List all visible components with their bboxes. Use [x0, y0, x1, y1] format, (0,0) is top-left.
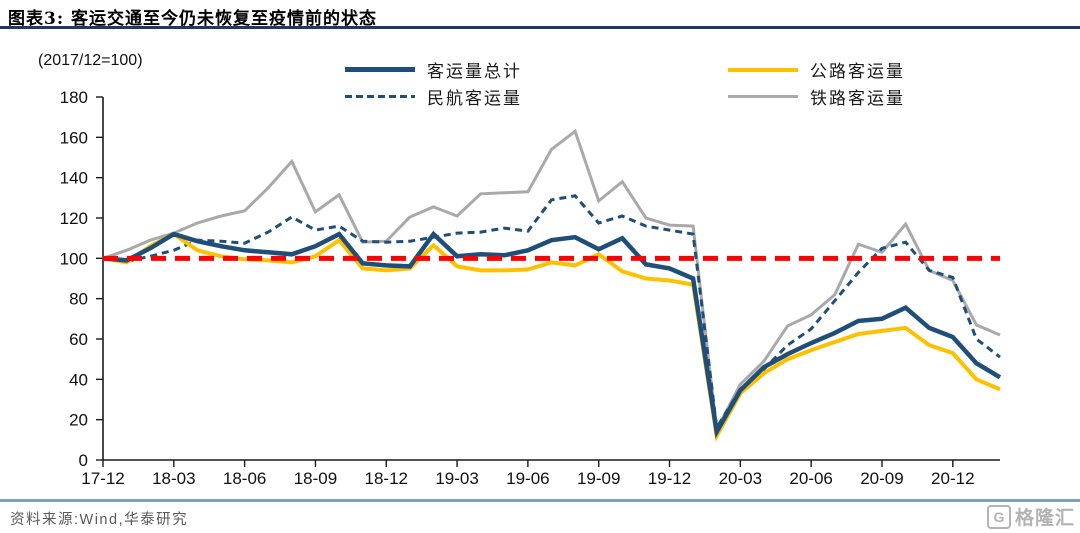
watermark: G 格隆汇 — [986, 503, 1075, 530]
legend-item-highway: 公路客运量 — [728, 57, 905, 82]
x-tick-label: 18-06 — [223, 469, 266, 488]
legend-label-railway: 铁路客运量 — [810, 89, 905, 109]
x-tick-label: 18-12 — [365, 469, 408, 488]
x-tick-label: 19-12 — [648, 469, 691, 488]
title-bar — [0, 0, 1080, 29]
x-tick-label: 20-09 — [860, 469, 903, 488]
x-tick-label: 19-03 — [435, 469, 478, 488]
legend-swatch-highway-icon — [728, 67, 798, 72]
series-line-civil-aviation — [102, 194, 1001, 433]
y-tick-label: 100 — [60, 249, 88, 268]
legend-item-railway: 铁路客运量 — [728, 84, 905, 109]
y-tick-label: 20 — [69, 411, 88, 430]
x-tick-label: 17-12 — [81, 469, 124, 488]
legend-label-total: 客运量总计 — [427, 62, 522, 82]
y-tick-label: 180 — [60, 88, 88, 107]
legend-swatch-civil-aviation-icon — [345, 95, 415, 98]
y-tick-label: 160 — [60, 128, 88, 147]
gelonghui-logo-icon: G — [986, 504, 1011, 529]
y-tick-label: 0 — [79, 451, 88, 470]
x-tick-label: 19-09 — [577, 469, 620, 488]
y-tick-label: 120 — [60, 209, 88, 228]
legend-label-highway: 公路客运量 — [810, 62, 905, 82]
legend-label-civil-aviation: 民航客运量 — [427, 89, 522, 109]
legend-swatch-total-icon — [345, 67, 415, 72]
legend-swatch-railway-icon — [728, 95, 798, 98]
gelonghui-logo-text: 格隆汇 — [1014, 507, 1075, 529]
legend-item-civil-aviation: 民航客运量 — [345, 84, 522, 109]
x-tick-label: 20-06 — [789, 469, 832, 488]
y-tick-label: 60 — [69, 330, 88, 349]
x-tick-label: 18-09 — [294, 469, 337, 488]
y-tick-label: 40 — [69, 370, 88, 389]
x-tick-label: 19-06 — [506, 469, 549, 488]
x-tick-label: 20-12 — [931, 469, 974, 488]
y-tick-label: 140 — [60, 169, 88, 188]
series-line-total — [102, 230, 1002, 439]
index-note: (2017/12=100) — [38, 52, 143, 69]
x-tick-label: 18-03 — [152, 469, 195, 488]
source-text: 资料来源:Wind,华泰研究 — [10, 512, 189, 528]
legend-item-total: 客运量总计 — [345, 57, 522, 82]
x-tick-label: 20-03 — [719, 469, 762, 488]
line-chart: 0 20 40 60 80 100 120 140 160 180 17-12 18-03 18-06 1… — [60, 88, 1002, 488]
page-title: 图表3: 客运交通至今仍未恢复至疫情前的状态 — [8, 9, 378, 29]
series-line-railway — [102, 128, 1001, 435]
y-tick-label: 80 — [69, 290, 88, 309]
footer-rule — [0, 499, 1080, 502]
